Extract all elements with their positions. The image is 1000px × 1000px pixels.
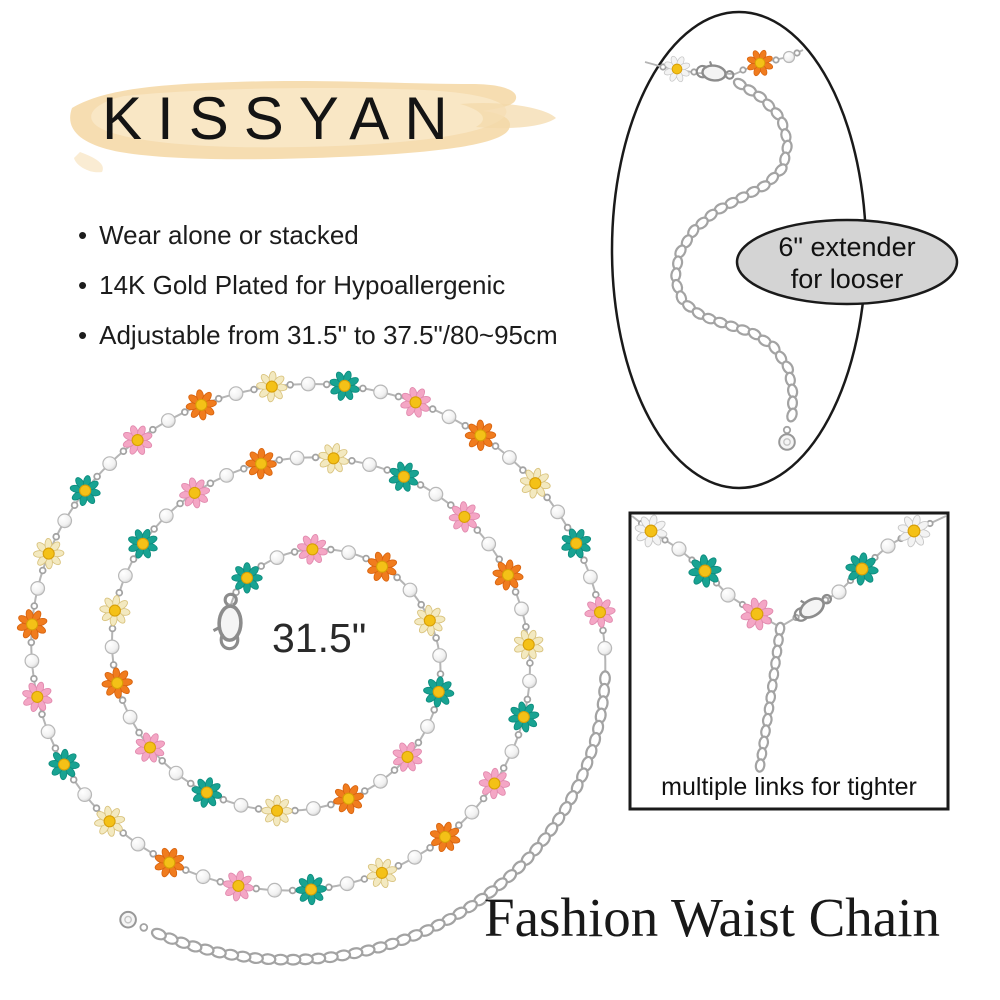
feature-item: • Wear alone or stacked — [78, 220, 558, 251]
daisy-white — [897, 514, 931, 548]
daisy-pink — [400, 387, 431, 418]
daisy-cream — [94, 805, 126, 837]
brush-layer-2 — [91, 88, 507, 148]
daisy-cream — [33, 537, 65, 570]
daisy-cream — [318, 443, 349, 474]
daisy-pink — [134, 732, 166, 763]
chain-length-label: 31.5" — [272, 615, 367, 661]
lobster-clasp-icon — [695, 61, 735, 82]
daisy-teal — [688, 554, 722, 588]
daisy-orange — [746, 49, 774, 77]
daisy-cream — [366, 857, 398, 889]
daisy-cream — [519, 467, 551, 499]
extender-badge — [735, 218, 959, 306]
daisy-teal — [423, 676, 455, 708]
bullet-dot: • — [78, 320, 88, 350]
daisy-orange — [429, 821, 461, 853]
daisy-orange — [245, 448, 277, 480]
brand-logo: KISSYAN — [62, 66, 562, 178]
daisy-cream — [256, 370, 288, 403]
daisy-cream — [99, 595, 131, 627]
daisy-white — [663, 55, 691, 83]
daisy-pink — [179, 477, 211, 509]
daisy-cream — [514, 629, 544, 660]
lobster-clasp-icon — [793, 593, 833, 622]
daisy-teal — [561, 528, 592, 559]
daisy-pink — [448, 501, 481, 533]
links-panel-caption: multiple links for tighter — [661, 773, 917, 801]
daisy-orange — [185, 389, 217, 421]
daisy-pink — [22, 681, 53, 712]
daisy-cream — [414, 604, 446, 637]
brand-name: KISSYAN — [102, 85, 463, 152]
daisy-teal — [48, 748, 80, 781]
extender-oval-panel — [610, 10, 959, 490]
product-title: Fashion Waist Chain — [484, 887, 940, 948]
daisy-orange — [333, 783, 364, 815]
feature-item: • 14K Gold Plated for Hypoallergenic — [78, 270, 558, 301]
daisy-teal — [191, 777, 223, 808]
daisy-teal — [231, 562, 263, 594]
daisy-pink — [584, 596, 616, 628]
daisy-teal — [69, 475, 101, 507]
badge-line-1: 6" extender — [778, 232, 916, 262]
brush-layer-3 — [460, 102, 556, 129]
feature-text: Wear alone or stacked — [99, 220, 359, 250]
daisy-orange — [16, 609, 48, 640]
bullet-dot: • — [78, 270, 88, 300]
feature-text: Adjustable from 31.5" to 37.5"/80~95cm — [99, 320, 558, 350]
daisy-teal — [508, 701, 540, 733]
daisy-orange — [367, 551, 398, 582]
daisy-teal — [295, 873, 327, 906]
feature-list: • Wear alone or stacked • 14K Gold Plate… — [78, 220, 558, 370]
lobster-clasp-icon — [212, 592, 243, 651]
spiral-waist-chain — [16, 370, 616, 966]
daisy-cream — [261, 795, 293, 827]
daisy-pink — [222, 870, 254, 902]
daisy-pink — [478, 767, 511, 800]
daisy-teal — [128, 529, 158, 559]
links-box-panel — [628, 511, 950, 811]
daisy-orange — [101, 667, 133, 699]
brush-stroke — [70, 81, 556, 173]
daisy-pink — [740, 597, 774, 631]
bullet-dot: • — [78, 220, 88, 250]
daisy-pink — [297, 533, 328, 565]
daisy-teal — [329, 370, 360, 401]
feature-item: • Adjustable from 31.5" to 37.5"/80~95cm — [78, 320, 558, 351]
extender-badge-text: 6" extender for looser — [737, 231, 957, 295]
daisy-teal — [388, 461, 419, 492]
daisy-orange — [464, 419, 497, 451]
daisy-orange — [154, 847, 185, 878]
daisy-pink — [122, 425, 153, 455]
daisy-white — [634, 514, 668, 548]
feature-text: 14K Gold Plated for Hypoallergenic — [99, 270, 506, 300]
brush-layer-4 — [74, 152, 103, 173]
badge-line-2: for looser — [790, 264, 904, 294]
daisy-pink — [392, 742, 423, 772]
daisy-teal — [845, 552, 879, 586]
daisy-orange — [492, 559, 524, 591]
